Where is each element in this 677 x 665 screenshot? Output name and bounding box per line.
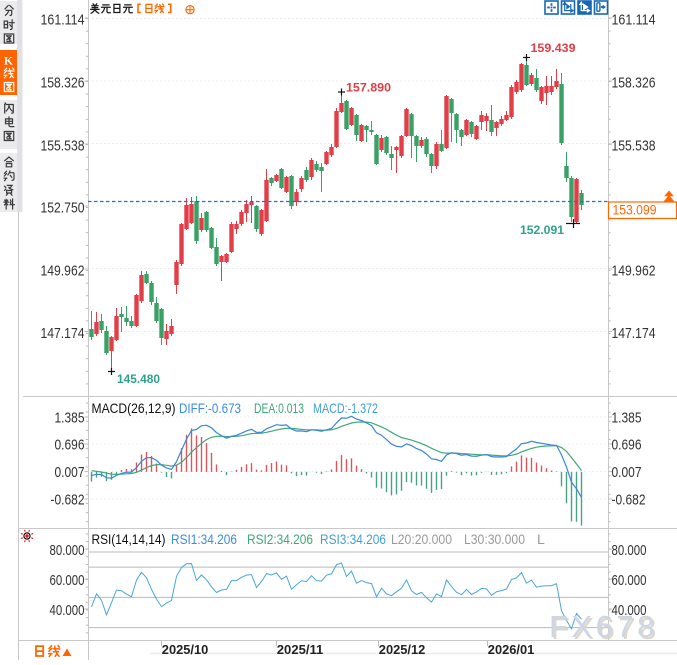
svg-text:K: K (4, 56, 13, 68)
svg-text:153.099: 153.099 (613, 203, 657, 218)
svg-text:2025/12: 2025/12 (379, 642, 426, 657)
svg-text:155.538: 155.538 (41, 137, 85, 154)
svg-text:MACD(26,12,9): MACD(26,12,9) (92, 400, 176, 416)
svg-text:161.114: 161.114 (612, 11, 656, 28)
svg-text:FX678: FX678 (551, 611, 660, 646)
svg-text:MACD:-1.372: MACD:-1.372 (313, 400, 378, 416)
svg-text:RSI1:34.206: RSI1:34.206 (171, 531, 237, 547)
svg-text:152.750: 152.750 (41, 199, 85, 216)
svg-text:155.538: 155.538 (612, 137, 656, 154)
svg-text:RSI2:34.206: RSI2:34.206 (247, 531, 313, 547)
svg-text:149.962: 149.962 (41, 262, 85, 279)
svg-text:1.385: 1.385 (612, 410, 642, 427)
svg-text:FX678: FX678 (549, 609, 658, 644)
svg-text:60.000: 60.000 (612, 572, 647, 589)
svg-text:2026/01: 2026/01 (488, 642, 535, 657)
svg-text:147.174: 147.174 (612, 325, 656, 342)
svg-text:145.480: 145.480 (117, 372, 160, 386)
svg-text:40.000: 40.000 (612, 602, 647, 619)
svg-text:0.007: 0.007 (55, 464, 85, 481)
svg-text:1.385: 1.385 (55, 410, 85, 427)
svg-text:60.000: 60.000 (50, 572, 85, 589)
svg-text:0.007: 0.007 (612, 464, 642, 481)
svg-text:158.326: 158.326 (612, 74, 656, 91)
svg-text:-0.682: -0.682 (51, 492, 85, 509)
svg-text:-0.682: -0.682 (612, 492, 646, 509)
svg-text:L30:30.000: L30:30.000 (464, 531, 525, 547)
svg-text:DIFF:-0.673: DIFF:-0.673 (179, 400, 241, 416)
svg-text:80.000: 80.000 (612, 542, 647, 559)
svg-text:80.000: 80.000 (50, 542, 85, 559)
svg-text:DEA:0.013: DEA:0.013 (254, 400, 304, 416)
svg-text:158.326: 158.326 (41, 74, 85, 91)
svg-text:RSI3:34.206: RSI3:34.206 (320, 531, 386, 547)
svg-text:L20:20.000: L20:20.000 (391, 531, 452, 547)
svg-text:2025/11: 2025/11 (277, 642, 324, 657)
svg-text:RSI(14,14,14): RSI(14,14,14) (92, 531, 166, 547)
svg-text:152.091: 152.091 (520, 223, 564, 237)
svg-text:149.962: 149.962 (612, 262, 656, 279)
svg-text:2025/10: 2025/10 (162, 642, 209, 657)
svg-text:0.696: 0.696 (612, 437, 642, 454)
svg-text:157.890: 157.890 (346, 81, 391, 95)
svg-text:159.439: 159.439 (531, 41, 576, 55)
svg-text:147.174: 147.174 (41, 325, 85, 342)
svg-text:161.114: 161.114 (41, 11, 85, 28)
svg-text:40.000: 40.000 (50, 602, 85, 619)
svg-text:L: L (537, 531, 545, 547)
svg-text:0.696: 0.696 (55, 437, 85, 454)
